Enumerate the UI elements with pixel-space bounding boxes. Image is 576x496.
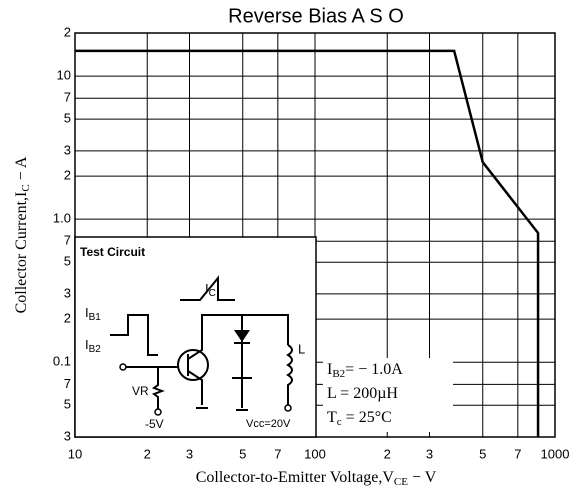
y-tick-label: 7	[64, 376, 71, 391]
annotation-part: = 25°C	[342, 409, 392, 426]
x-tick-label: 2	[384, 446, 391, 461]
x-tick-label: 7	[514, 446, 521, 461]
y-tick-label: 10	[57, 68, 71, 83]
annotation-part: L = 200µH	[327, 385, 398, 402]
inductor	[286, 344, 293, 405]
circuit-title: Test Circuit	[80, 245, 145, 259]
annotation-box	[323, 358, 453, 432]
annotation-part: c	[337, 416, 342, 428]
terminal	[284, 404, 292, 412]
x-tick-label: 5	[479, 446, 486, 461]
y-tick-label: 3	[64, 142, 71, 157]
series-line	[75, 49, 540, 437]
annotation-part: T	[327, 409, 337, 426]
x-tick-label: 3	[426, 446, 433, 461]
l-label: L	[298, 341, 305, 356]
test-circuit-box	[74, 236, 317, 438]
ic-label: IC	[205, 281, 216, 298]
vr-label: VR	[132, 384, 149, 398]
vcc-label: Vcc=20V	[246, 418, 291, 430]
y-tick-label: 0.1	[53, 354, 71, 369]
y-tick-label: 7	[64, 90, 71, 105]
terminal	[119, 363, 127, 371]
resistor	[151, 367, 165, 410]
y-tick-label: 3	[64, 428, 71, 443]
y-tick-label: 7	[64, 233, 71, 248]
y-tick-label: 5	[64, 111, 71, 126]
y-tick-label: 3	[64, 285, 71, 300]
x-tick-label: 5	[239, 446, 246, 461]
annotation: IB2= − 1.0A	[327, 361, 403, 380]
annotation-part: = − 1.0A	[345, 361, 403, 378]
vneg-label: -5V	[145, 417, 164, 431]
x-tick-label: 2	[144, 446, 151, 461]
emitter	[187, 370, 203, 405]
y-tick-label: 1.0	[53, 211, 71, 226]
terminal	[154, 408, 162, 416]
y-tick-label: 2	[64, 168, 71, 183]
annotation-part: I	[327, 361, 332, 378]
annotation: Tc = 25°C	[327, 409, 392, 428]
ic-waveform	[180, 275, 235, 301]
annotation: L = 200µH	[327, 385, 398, 402]
x-tick-label: 100	[304, 446, 326, 461]
y-tick-label: 5	[64, 397, 71, 412]
x-tick-label: 3	[186, 446, 193, 461]
annotation-part: B2	[332, 368, 345, 380]
collector	[187, 314, 289, 360]
x-tick-label: 1000	[541, 446, 570, 461]
ib1-label: IB1	[85, 305, 101, 322]
y-axis-label: Collector Current,IC − A	[13, 156, 32, 313]
x-tick-label: 10	[68, 446, 82, 461]
chart-title: Reverse Bias A S O	[228, 5, 404, 27]
y-tick-label: 5	[64, 254, 71, 269]
x-axis-label: Collector-to-Emitter Voltage,VCE − V	[196, 469, 437, 488]
ib-waveform	[110, 314, 158, 356]
x-tick-label: 7	[274, 446, 281, 461]
ib2-label: IB2	[85, 337, 101, 354]
transistor	[177, 349, 209, 381]
y-tick-label: 2	[64, 311, 71, 326]
test-circuit: Test Circuit IC IB1 IB2 VR -5V Vcc=20V L	[80, 245, 305, 431]
y-tick-label: 2	[64, 24, 71, 39]
